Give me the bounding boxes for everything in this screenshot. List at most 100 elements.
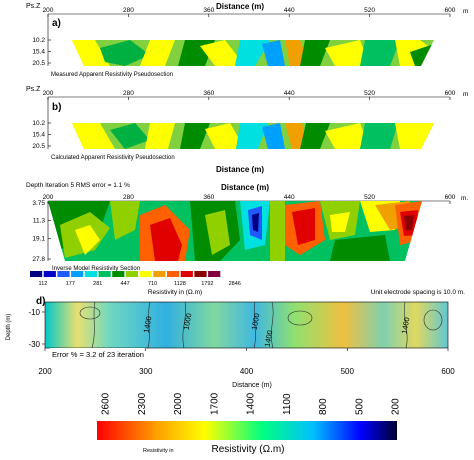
panel-d-error-box <box>50 348 146 360</box>
panel-a-x-ticks: 200 280 360 440 520 600 <box>43 7 456 17</box>
colorbar-tick-label: 800 <box>318 398 329 415</box>
panel-d-ylabel: Depth (m) <box>6 314 12 341</box>
colorbar-small-label: Resistivity in <box>143 448 174 454</box>
panel-c-x-tick-label: 280 <box>123 194 134 201</box>
panel-a-xlabel: Distance (m) <box>216 2 264 11</box>
panel-d-y-ticks: -10 -30 <box>28 308 45 349</box>
panel-d-y-tick-label: -10 <box>28 308 40 317</box>
legend-swatch <box>57 271 70 277</box>
colorbar-tick-label: 1700 <box>209 392 220 415</box>
panel-b-depth-tick-label: 10.2 <box>32 120 45 127</box>
panel-a-depth-label: Ps.Z <box>26 3 41 10</box>
panel-c-x-tick-label: 600 <box>445 194 456 201</box>
panel-b-depth-tick-label: 20.5 <box>32 143 45 150</box>
colorbar-ticks: 2600 2300 2000 1700 1400 1100 800 500 200 <box>101 392 402 415</box>
panel-c-x-tick-label: 360 <box>203 194 214 201</box>
panel-d-contours <box>79 301 443 349</box>
panel-c-header: Depth Iteration 5 RMS error = 1.1 % <box>26 182 130 189</box>
panel-c-x-tick-label: 520 <box>364 194 375 201</box>
colorbar-tick-label: 200 <box>391 398 402 415</box>
panel-c-note: Unit electrode spacing is 10.0 m. <box>371 289 465 296</box>
panel-a-depth-ticks: 10.2 15.4 20.5 <box>32 37 51 67</box>
panel-a-pseudosection <box>72 40 434 66</box>
panel-a-x-tick-label: 360 <box>203 7 214 14</box>
panel-d-x-tick-label: 500 <box>341 367 355 376</box>
panel-b-caption: Calculated Apparent Resistivity Pseudose… <box>51 155 175 161</box>
panel-b: Ps.Z 200 280 360 440 520 600 m b) 10.2 15.4 20.… <box>26 86 468 174</box>
contour-label: 1400 <box>142 316 154 334</box>
legend-swatch <box>180 271 193 277</box>
legend-swatch <box>125 271 139 277</box>
colorbar-tick-label: 1400 <box>246 392 257 415</box>
legend-value-label: 177 <box>66 281 75 287</box>
panel-b-pseudosection <box>72 123 434 149</box>
legend-swatch <box>139 271 152 277</box>
panel-b-x-tick-label: 440 <box>284 90 295 97</box>
panel-b-x-tick-label: 520 <box>364 90 375 97</box>
colorbar <box>97 421 397 440</box>
panel-b-x-unit: m <box>463 91 468 98</box>
legend-swatch <box>194 271 207 277</box>
panel-a-label: a) <box>52 18 61 29</box>
contour-label: 1400 <box>400 317 412 335</box>
legend-swatch <box>112 271 125 277</box>
panel-d-x-tick-label: 600 <box>441 367 455 376</box>
panel-c-depth-tick-label: 11.3 <box>33 218 46 225</box>
colorbar-label: Resistivity (Ω.m) <box>211 444 284 455</box>
panel-a-depth-tick-label: 10.2 <box>32 37 45 44</box>
panel-c-depth-tick-label: 19.1 <box>32 236 45 243</box>
colorbar-tick-label: 500 <box>354 398 365 415</box>
panel-b-x-tick-label: 280 <box>123 90 134 97</box>
panel-b-x-ticks: 200 280 360 440 520 600 <box>43 90 456 100</box>
panel-d-x-tick-label: 400 <box>240 367 254 376</box>
legend-swatch <box>30 271 43 277</box>
contour-label: 1000 <box>182 313 194 331</box>
contour-label: 1000 <box>250 313 262 331</box>
panel-a: Ps.Z Distance (m) 200 280 360 440 520 600 m a… <box>26 2 468 78</box>
panel-a-x-tick-label: 440 <box>284 7 295 14</box>
colorbar-tick-label: 2300 <box>137 392 148 415</box>
panel-b-x-tick-label: 200 <box>43 90 54 97</box>
panel-c-x-tick-label: 440 <box>284 194 295 201</box>
legend-value-label: 112 <box>39 281 48 287</box>
legend-swatch <box>208 271 221 277</box>
legend-value-label: 281 <box>93 281 102 287</box>
panel-c-depth-tick-label: 27.8 <box>32 256 45 263</box>
panel-d-xlabel: Distance (m) <box>232 382 272 389</box>
panel-a-x-tick-label: 200 <box>43 7 54 14</box>
colorbar-tick-label: 2600 <box>101 392 112 415</box>
panel-a-caption: Measured Apparent Resistivity Pseudosect… <box>51 72 173 78</box>
panel-c-caption: Inverse Model Resistivity Section <box>52 266 140 272</box>
legend-swatch <box>153 271 166 277</box>
panel-c-x-unit: m. <box>461 195 468 202</box>
panel-a-x-tick-label: 520 <box>364 7 375 14</box>
legend-value-label: 1128 <box>174 281 186 287</box>
panel-c-depth-tick-label: 3.75 <box>32 200 45 207</box>
panel-b-x-tick-label: 360 <box>203 90 214 97</box>
colorbar-tick-label: 2000 <box>173 392 184 415</box>
contour-label: 1400 <box>263 330 275 348</box>
panel-a-x-tick-label: 600 <box>445 7 456 14</box>
panel-d-y-tick-label: -30 <box>28 340 40 349</box>
legend-value-label: 710 <box>148 281 157 287</box>
panel-c-xlabel: Distance (m) <box>221 183 269 192</box>
legend-value-label: 447 <box>121 281 130 287</box>
panel-a-depth-tick-label: 15.4 <box>32 49 45 56</box>
legend-swatch <box>43 271 56 277</box>
panel-b-x-tick-label: 600 <box>445 90 456 97</box>
panel-c-legend-label: Resistivity in (Ω.m) <box>148 289 202 296</box>
colorbar-tick-label: 1100 <box>282 393 293 415</box>
panel-d-error-note: Error % = 3.2 of 23 iteration <box>52 350 144 359</box>
legend-value-label: 1792 <box>201 281 213 287</box>
panel-d-label: d) <box>36 296 45 307</box>
panel-c-x-tick-label: 200 <box>43 194 54 201</box>
legend-swatch <box>98 271 111 277</box>
panel-b-depth-ticks: 10.2 15.4 20.5 <box>32 120 51 150</box>
legend-swatch <box>71 271 84 277</box>
legend-value-label: 2846 <box>229 281 241 287</box>
panel-b-xlabel: Distance (m) <box>216 165 264 174</box>
panel-c: Depth Iteration 5 RMS error = 1.1 % Dist… <box>26 182 468 296</box>
panel-d-x-tick-label: 200 <box>38 367 52 376</box>
